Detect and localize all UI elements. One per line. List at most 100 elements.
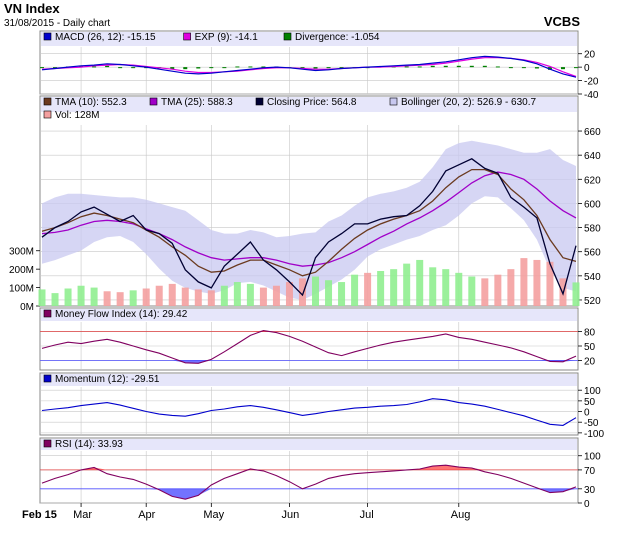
month-label-4: Jun [281,509,299,521]
volume-bar [142,288,150,306]
closing-price-line [41,158,577,297]
mfi-legend-band [41,309,577,321]
macd-divergence-bar [131,67,136,69]
month-label-0: Feb 15 [22,509,57,521]
price-tick-label-2: 620 [584,175,601,186]
macd-divergence-bar [313,67,318,69]
volume-bar [116,292,124,306]
chart-subtitle: 31/08/2015 - Daily chart [4,18,110,29]
price-legend-label-2: Closing Price: 564.8 [267,97,357,108]
mfi-legend-swatch-0 [43,309,52,318]
volume-bar [168,283,176,306]
price-tick-label-3: 600 [584,199,601,210]
macd-tick-label-3: -40 [584,90,599,101]
rsi-legend-label-0: RSI (14): 33.93 [55,439,123,450]
rsi-tick-label-3: 0 [584,499,590,510]
volume-bar [181,287,189,306]
mfi-tick-label-1: 50 [584,342,596,353]
macd-divergence-bar [209,67,214,69]
volume-bar [351,274,359,306]
vol-tick-label-0: 300M [9,247,34,258]
volume-bar [338,282,346,306]
volume-bar [364,272,372,306]
macd-divergence-bar [560,67,565,70]
momentum-tick-label-3: -50 [584,418,599,429]
macd-divergence-bar [404,66,409,68]
volume-bar [507,269,515,306]
price-legend-label-1: TMA (25): 588.3 [161,97,233,108]
macd-divergence-bar [92,66,97,68]
macd-divergence-bar [495,66,500,68]
macd-legend-swatch-2 [283,32,292,41]
price-tick-label-7: 520 [584,296,601,307]
volume-bar [272,285,280,306]
volume-bar [416,259,424,306]
macd-legend-swatch-1 [183,32,191,41]
macd-divergence-bar [79,65,84,68]
mfi-tick-label-2: 20 [584,356,596,367]
macd-divergence-bar [235,66,240,68]
month-label-2: Apr [138,509,155,521]
macd-divergence-bar [469,65,474,68]
macd-tick-label-2: -20 [584,77,599,88]
volume-bar [533,259,541,306]
macd-divergence-bar [326,67,331,69]
volume-bar [77,285,85,306]
macd-legend-label-2: Divergence: -1.054 [295,32,380,43]
volume-bar [312,276,320,306]
volume-bar [520,258,528,306]
volume-bar [325,280,333,306]
rsi-tick-label-0: 100 [584,452,601,463]
momentum-legend-swatch-0 [43,374,52,383]
vol-tick-label-3: 0M [20,302,34,313]
price-tick-label-4: 580 [584,224,601,235]
rsi-legend-swatch-0 [43,439,52,448]
month-label-6: Aug [451,509,471,521]
macd-divergence-bar [430,65,435,68]
mfi-line [41,330,577,364]
macd-divergence-bar [443,65,448,68]
volume-bar [298,278,306,306]
macd-tick-label-0: 20 [584,50,596,61]
macd-divergence-bar [456,65,461,68]
volume-bar [246,283,254,306]
macd-divergence-bar [196,67,201,69]
volume-bar [442,269,450,306]
price-legend-swatch-0 [43,97,52,106]
macd-divergence-bar [183,67,188,70]
price-legend-label-3: Bollinger (20, 2): 526.9 - 630.7 [401,97,537,108]
volume-bar [390,269,398,306]
macd-tick-label-1: 0 [584,63,590,74]
volume-bar [429,267,437,306]
price-tick-label-5: 560 [584,248,601,259]
macd-divergence-bar [248,66,253,68]
volume-bar [572,282,580,306]
macd-divergence-bar [574,67,578,69]
price-legend-swatch-1 [149,97,158,106]
volume-bar [285,282,293,306]
momentum-tick-label-2: 0 [584,408,590,419]
price-tick-label-0: 660 [584,127,601,138]
macd-divergence-bar [534,67,539,69]
macd-divergence-bar [508,67,513,69]
volume-bar [51,293,59,306]
volume-bar [155,285,163,306]
price-tick-label-6: 540 [584,272,601,283]
macd-line [41,55,577,78]
macd-divergence-bar [417,66,422,68]
macd-divergence-bar [118,67,123,69]
momentum-legend-label-0: Momentum (12): -29.51 [55,374,160,385]
month-label-1: Mar [73,509,92,521]
volume-bar [64,288,72,306]
vol-tick-label-2: 100M [9,284,34,295]
volume-bar [455,272,463,306]
price-legend-swatch-2 [255,97,264,106]
volume-bar [233,282,241,306]
chart-title: VN Index [4,1,60,16]
macd-divergence-bar [222,67,227,69]
momentum-tick-label-0: 100 [584,386,601,397]
macd-divergence-bar [170,67,175,70]
macd-divergence-bar [339,67,344,69]
